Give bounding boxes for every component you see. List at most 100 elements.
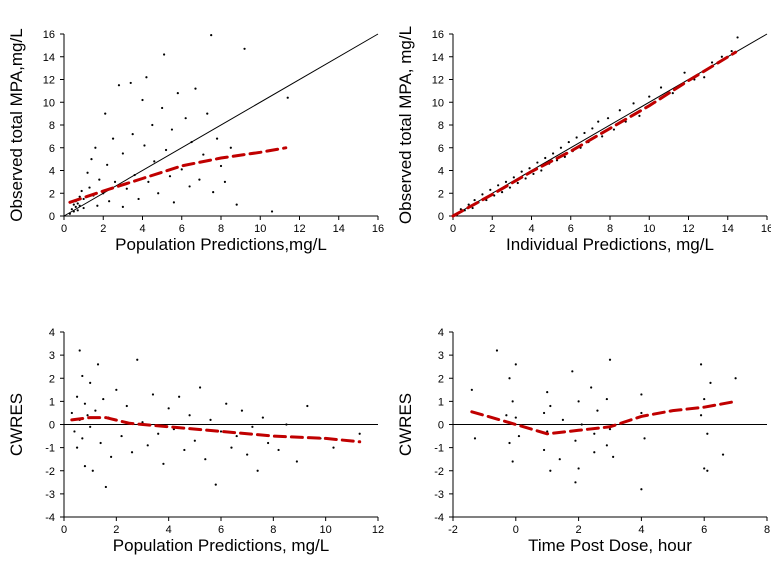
data-point	[90, 158, 93, 161]
y-tick-label: 6	[438, 143, 444, 155]
data-point	[709, 381, 712, 384]
x-tick-label: 6	[568, 223, 574, 235]
data-point	[225, 402, 228, 405]
data-point	[721, 453, 725, 456]
y-tick-label: 0	[438, 420, 444, 432]
data-point	[106, 163, 109, 166]
data-point	[277, 448, 280, 452]
x-tick-label: 8	[764, 524, 770, 536]
data-point	[574, 481, 577, 484]
data-point	[508, 441, 511, 445]
y-axis-label: CWRES	[7, 393, 26, 456]
data-point	[108, 200, 111, 203]
data-point	[129, 81, 132, 85]
x-axis-label: Time Post Dose, hour	[528, 536, 692, 555]
data-point	[223, 180, 227, 183]
y-tick-label: 0	[438, 211, 444, 223]
x-tick-label: 12	[682, 223, 694, 235]
data-point	[659, 86, 663, 89]
data-point	[214, 483, 217, 486]
data-point	[96, 363, 100, 366]
data-point	[640, 411, 643, 415]
data-point	[699, 363, 703, 366]
y-tick-label: 3	[49, 350, 55, 362]
data-point	[89, 381, 92, 384]
data-point	[82, 197, 85, 201]
y-axis-label: Observed total MPA, mg/L	[396, 26, 415, 224]
data-point	[591, 127, 594, 130]
data-point	[505, 414, 508, 417]
data-point	[161, 106, 164, 110]
data-point	[306, 404, 309, 408]
data-point	[514, 363, 517, 366]
data-point	[115, 388, 118, 391]
data-point	[204, 458, 207, 461]
y-tick-label: -2	[45, 466, 55, 478]
y-axis-label: CWRES	[396, 393, 415, 456]
data-point	[332, 446, 335, 449]
y-tick-label: -3	[434, 489, 444, 501]
y-tick-label: -4	[434, 512, 444, 524]
data-point	[551, 152, 555, 155]
data-point	[110, 455, 113, 458]
x-tick-label: 10	[643, 223, 655, 235]
y-tick-label: -1	[434, 443, 444, 455]
data-point	[68, 212, 71, 215]
data-point	[612, 128, 616, 131]
data-point	[113, 180, 117, 183]
data-point	[170, 128, 174, 131]
data-point	[542, 448, 546, 452]
data-point	[528, 167, 531, 170]
y-tick-label: -4	[45, 512, 55, 524]
data-point	[230, 446, 233, 449]
data-point	[198, 178, 201, 181]
data-point	[125, 404, 128, 408]
data-point	[561, 418, 565, 421]
data-point	[229, 146, 232, 149]
data-point	[78, 349, 81, 352]
data-point	[75, 446, 79, 449]
data-point	[470, 388, 473, 391]
data-point	[544, 156, 547, 160]
x-tick-label: 16	[761, 223, 771, 235]
data-point	[73, 430, 76, 433]
x-tick-label: -2	[448, 524, 458, 536]
data-point	[157, 432, 160, 435]
data-point	[710, 61, 714, 64]
data-point	[235, 434, 238, 438]
data-point	[734, 377, 737, 380]
x-tick-label: 2	[100, 223, 106, 235]
data-point	[286, 96, 289, 99]
data-point	[183, 448, 186, 452]
data-point	[563, 155, 566, 158]
data-point	[730, 49, 733, 53]
data-point	[243, 47, 246, 50]
data-point	[473, 437, 477, 440]
y-tick-label: 12	[432, 75, 444, 87]
panel-top-right: 0 2 4 6 8 10 12 14 16 0 2 4 6 8 10 12 14 16 Individual Pre…	[396, 26, 771, 254]
data-point	[549, 404, 552, 408]
data-point	[70, 208, 73, 211]
data-point	[497, 184, 500, 187]
data-point	[606, 117, 610, 120]
x-tick-label: 4	[166, 524, 172, 536]
data-point	[546, 430, 549, 433]
y-tick-label: 0	[49, 211, 55, 223]
y-tick-label: 0	[49, 420, 55, 432]
data-point	[699, 414, 703, 417]
y-tick-label: 2	[49, 188, 55, 200]
x-tick-label: 6	[218, 524, 224, 536]
data-point	[141, 421, 144, 424]
y-tick-label: 1	[438, 396, 444, 408]
panel-top-left: 0 2 4 6 8 10 12 14 16 0 2 4 6 8 10 12 14 16 Population Pre…	[7, 28, 384, 254]
data-point	[500, 191, 504, 194]
y-tick-label: 2	[49, 373, 55, 385]
y-tick-label: 16	[43, 29, 55, 41]
data-point	[463, 209, 466, 212]
data-point	[638, 114, 641, 117]
data-point	[520, 170, 523, 173]
data-point	[143, 144, 146, 147]
data-point	[78, 204, 81, 207]
data-point	[601, 135, 604, 138]
data-point	[80, 189, 83, 193]
